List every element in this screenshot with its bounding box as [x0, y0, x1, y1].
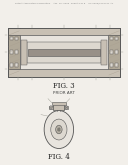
Bar [21, 40, 27, 65]
Bar [108, 28, 120, 77]
Bar [8, 28, 120, 35]
Bar [52, 102, 66, 105]
Bar [110, 37, 113, 40]
Text: FIG. 4: FIG. 4 [48, 153, 70, 161]
Bar [28, 49, 100, 56]
Bar [20, 35, 108, 69]
Circle shape [56, 125, 62, 134]
Bar [110, 63, 113, 67]
Text: Patent Application Publication    Apr. 16, 2009  Sheet 3 of 8    US 2009/0095471: Patent Application Publication Apr. 16, … [15, 2, 113, 4]
Circle shape [66, 107, 67, 108]
Bar [101, 40, 107, 65]
Circle shape [50, 106, 52, 109]
Bar [115, 63, 118, 67]
Bar [15, 50, 18, 54]
Bar [10, 50, 13, 54]
Bar [8, 28, 120, 77]
Circle shape [51, 119, 67, 140]
Circle shape [44, 111, 74, 148]
Text: FIG. 3: FIG. 3 [53, 82, 75, 90]
Bar [115, 50, 118, 54]
Bar [8, 28, 20, 77]
Bar [115, 37, 118, 40]
Bar [10, 63, 13, 67]
Bar [54, 103, 64, 110]
Bar [15, 63, 18, 67]
Bar [10, 37, 13, 40]
Circle shape [50, 107, 51, 108]
Text: PRIOR ART: PRIOR ART [53, 91, 75, 95]
Bar [49, 106, 53, 109]
Circle shape [65, 106, 68, 109]
Bar [27, 42, 101, 63]
Circle shape [58, 128, 60, 131]
Bar [110, 50, 113, 54]
Bar [15, 37, 18, 40]
Bar [64, 106, 68, 109]
Bar [8, 69, 120, 77]
